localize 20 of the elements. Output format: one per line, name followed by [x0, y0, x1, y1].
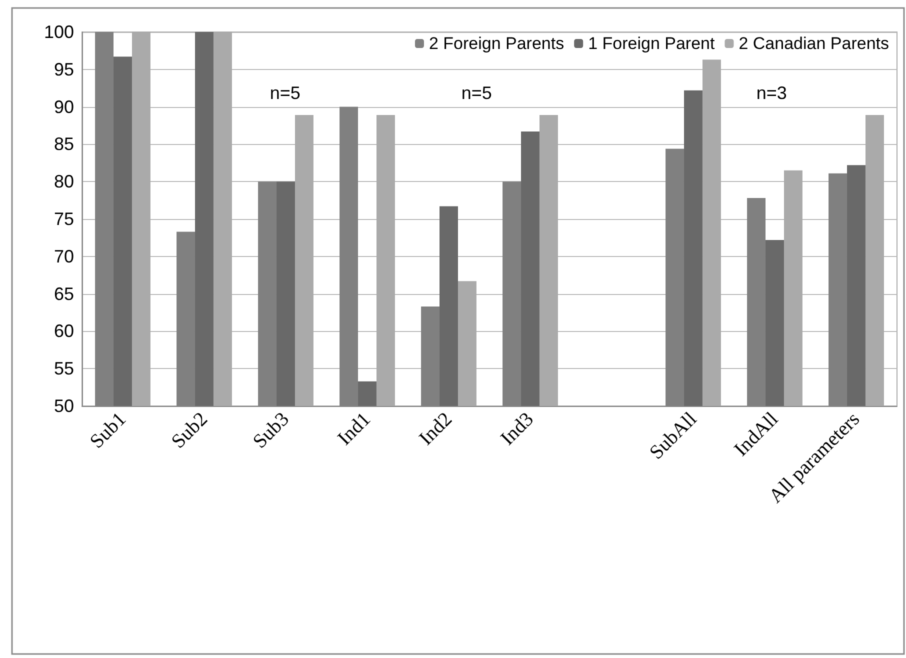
y-tick-label: 85 [54, 134, 74, 154]
annotation: n=5 [270, 83, 300, 103]
x-tick-label: Ind1 [334, 408, 376, 450]
y-tick-label: 100 [44, 22, 74, 42]
y-tick-label: 50 [54, 396, 74, 416]
legend-label: 2 Canadian Parents [738, 34, 890, 53]
y-tick-label: 65 [54, 284, 74, 304]
x-tick-label: Ind2 [415, 408, 457, 450]
annotation: n=3 [756, 83, 787, 103]
y-tick-label: 80 [54, 172, 74, 192]
x-tick-label: Ind3 [496, 408, 538, 450]
y-tick-label: 95 [54, 59, 74, 80]
y-tick-label: 55 [54, 358, 74, 379]
y-tick-label: 60 [54, 321, 74, 342]
legend-label: 2 Foreign Parents [428, 34, 564, 53]
legend-label: 1 Foreign Parent [588, 34, 716, 53]
y-tick-label: 75 [54, 209, 74, 229]
y-tick-label: 90 [54, 96, 74, 117]
annotation: n=5 [461, 83, 492, 103]
y-tick-label: 70 [54, 246, 74, 266]
